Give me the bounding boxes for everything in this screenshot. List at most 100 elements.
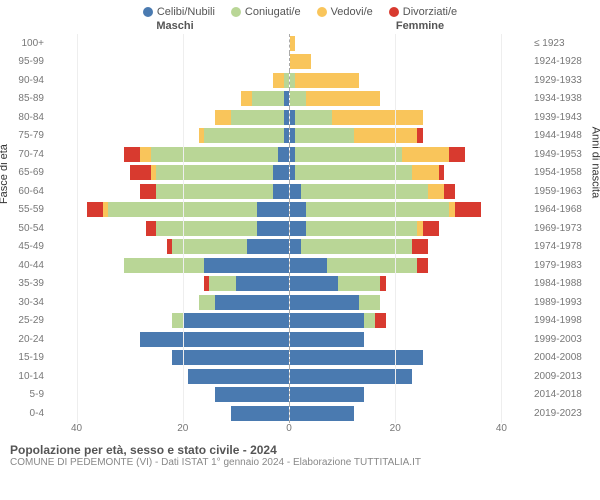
bar-segment <box>273 184 289 199</box>
bar-segment <box>215 295 289 310</box>
female-bar <box>289 386 528 405</box>
bar-segment <box>301 239 413 254</box>
pyramid-row: 15-192004-2008 <box>0 349 600 368</box>
bar-group <box>50 367 528 386</box>
x-axis: 402002040 <box>50 423 528 437</box>
legend-item: Celibi/Nubili <box>143 6 215 18</box>
bar-segment <box>290 221 306 236</box>
bar-segment <box>247 239 289 254</box>
male-bar <box>50 201 289 220</box>
bar-segment <box>273 73 284 88</box>
male-bar <box>50 53 289 72</box>
pyramid-row: 20-241999-2003 <box>0 330 600 349</box>
y-axis-title-right: Anni di nascita <box>590 127 600 199</box>
bar-segment <box>301 184 428 199</box>
bar-segment <box>215 387 289 402</box>
bar-segment <box>156 165 273 180</box>
bar-segment <box>290 332 364 347</box>
age-label: 90-94 <box>0 75 50 86</box>
age-label: 75-79 <box>0 130 50 141</box>
bar-segment <box>257 202 289 217</box>
legend-label: Celibi/Nubili <box>157 6 215 18</box>
female-bar <box>289 349 528 368</box>
bar-group <box>50 164 528 183</box>
bar-segment <box>140 147 151 162</box>
bar-segment <box>252 91 284 106</box>
female-bar <box>289 312 528 331</box>
male-bar <box>50 108 289 127</box>
female-bar <box>289 275 528 294</box>
bar-segment <box>380 276 385 291</box>
bar-segment <box>209 276 236 291</box>
female-bar <box>289 367 528 386</box>
bar-group <box>50 330 528 349</box>
legend-item: Vedovi/e <box>317 6 373 18</box>
legend-label: Coniugati/e <box>245 6 301 18</box>
pyramid-row: 0-42019-2023 <box>0 404 600 423</box>
bar-segment <box>124 258 204 273</box>
bar-segment <box>156 221 257 236</box>
bar-segment <box>417 258 428 273</box>
bar-segment <box>364 313 375 328</box>
male-bar <box>50 349 289 368</box>
bar-segment <box>130 165 151 180</box>
age-label: 55-59 <box>0 204 50 215</box>
male-bar <box>50 330 289 349</box>
age-label: 45-49 <box>0 241 50 252</box>
birth-year-label: 1994-1998 <box>528 315 600 326</box>
x-tick: 40 <box>496 423 507 434</box>
bar-segment <box>151 147 278 162</box>
x-tick: 40 <box>71 423 82 434</box>
bar-segment <box>295 165 412 180</box>
bar-segment <box>290 295 359 310</box>
bar-group <box>50 312 528 331</box>
bar-segment <box>290 54 311 69</box>
bar-segment <box>359 295 380 310</box>
female-bar <box>289 182 528 201</box>
pyramid-row: 75-791944-1948 <box>0 127 600 146</box>
male-bar <box>50 386 289 405</box>
female-bar <box>289 330 528 349</box>
bar-segment <box>108 202 257 217</box>
bar-segment <box>236 276 289 291</box>
birth-year-label: ≤ 1923 <box>528 38 600 49</box>
pyramid-row: 65-691954-1958 <box>0 164 600 183</box>
age-label: 25-29 <box>0 315 50 326</box>
bar-segment <box>124 147 140 162</box>
bar-group <box>50 349 528 368</box>
birth-year-label: 1939-1943 <box>528 112 600 123</box>
age-label: 0-4 <box>0 408 50 419</box>
bar-segment <box>412 239 428 254</box>
pyramid-row: 60-641959-1963 <box>0 182 600 201</box>
bar-segment <box>295 73 359 88</box>
female-bar <box>289 238 528 257</box>
pyramid-row: 25-29 1994-1998 <box>0 312 600 331</box>
pyramid-row: 30-341989-1993 <box>0 293 600 312</box>
female-bar <box>289 90 528 109</box>
age-label: 30-34 <box>0 297 50 308</box>
bar-segment <box>290 276 338 291</box>
pyramid-row: 40-441979-1983 <box>0 256 600 275</box>
age-label: 40-44 <box>0 260 50 271</box>
bar-segment <box>290 202 306 217</box>
chart-subtitle: COMUNE DI PEDEMONTE (VI) - Dati ISTAT 1°… <box>10 457 590 468</box>
female-bar <box>289 53 528 72</box>
female-bar <box>289 145 528 164</box>
bar-segment <box>402 147 450 162</box>
bar-segment <box>290 91 306 106</box>
population-pyramid-chart: Celibi/Nubili Coniugati/e Vedovi/e Divorzia… <box>0 0 600 500</box>
pyramid-row: 5-92014-2018 <box>0 386 600 405</box>
bar-segment <box>231 406 289 421</box>
bar-group <box>50 386 528 405</box>
bar-segment <box>417 128 422 143</box>
bar-segment <box>290 184 301 199</box>
age-label: 50-54 <box>0 223 50 234</box>
male-bar <box>50 256 289 275</box>
legend-item: Divorziati/e <box>389 6 457 18</box>
birth-year-label: 1929-1933 <box>528 75 600 86</box>
bar-group <box>50 219 528 238</box>
bar-segment <box>327 258 417 273</box>
bar-segment <box>444 184 455 199</box>
bar-segment <box>140 184 156 199</box>
x-tick: 0 <box>286 423 292 434</box>
